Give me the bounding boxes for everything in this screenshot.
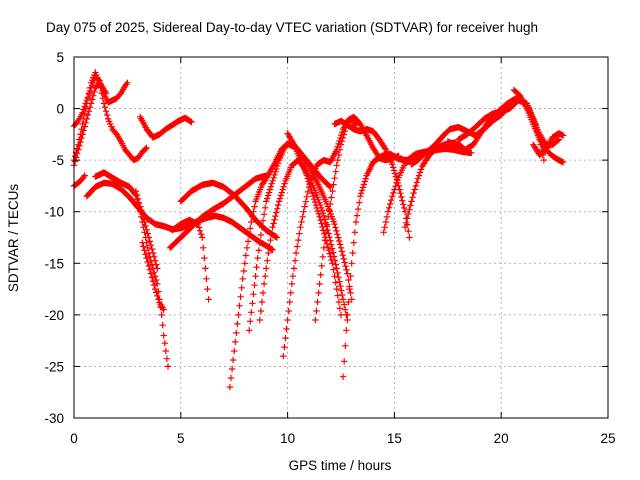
y-tick-labels: 5 0 -5 -10 -15 -20 -25 -30: [44, 50, 64, 426]
series-arc-27: [530, 130, 567, 159]
marker-path-arc-09: [139, 239, 167, 313]
marker-path-arc-15: [256, 156, 351, 324]
series-arc-20: [331, 117, 413, 241]
data-points-layer: [70, 69, 567, 391]
series-arc-12: [177, 179, 281, 241]
y-tick-label: -10: [44, 205, 64, 220]
chart-title: Day 075 of 2025, Sidereal Day-to-day VTE…: [46, 20, 538, 35]
y-tick-label: 5: [56, 50, 64, 65]
series-arc-17: [284, 130, 345, 319]
series-arc-19: [339, 144, 445, 380]
marker-path-arc-04: [70, 172, 88, 190]
series-arc-15: [256, 156, 351, 324]
series-arc-05: [137, 113, 195, 141]
x-tick-label: 5: [177, 431, 185, 446]
y-tick-label: -15: [44, 256, 64, 271]
y-tick-label: -20: [44, 308, 64, 323]
x-tick-label: 20: [494, 431, 509, 446]
marker-path-arc-05: [137, 113, 195, 141]
marker-path-arc-20: [331, 117, 413, 241]
marker-path-arc-27: [530, 130, 567, 159]
x-tick-label: 10: [280, 431, 295, 446]
x-tick-label: 0: [70, 431, 78, 446]
marker-path-arc-19: [339, 144, 445, 380]
x-axis-label: GPS time / hours: [289, 458, 392, 473]
marker-path-arc-06: [83, 179, 276, 254]
series-arc-08: [132, 187, 161, 272]
marker-path-arc-12: [177, 179, 281, 241]
marker-path-arc-08: [132, 187, 161, 272]
x-tick-label: 15: [387, 431, 402, 446]
ticks-layer: [73, 56, 609, 419]
plot-frame: [73, 56, 609, 419]
series-arc-06: [83, 179, 276, 254]
y-tick-label: -30: [44, 411, 64, 426]
marker-path-arc-17: [284, 130, 345, 319]
y-tick-label: 0: [56, 102, 64, 117]
y-tick-label: -5: [52, 153, 64, 168]
x-tick-labels: 0 5 10 15 20 25: [70, 431, 615, 446]
series-arc-09: [139, 239, 167, 313]
x-tick-label: 25: [600, 431, 615, 446]
y-tick-label: -25: [44, 359, 64, 374]
series-arc-04: [70, 172, 88, 190]
y-axis-label: SDTVAR / TECUs: [6, 184, 21, 293]
